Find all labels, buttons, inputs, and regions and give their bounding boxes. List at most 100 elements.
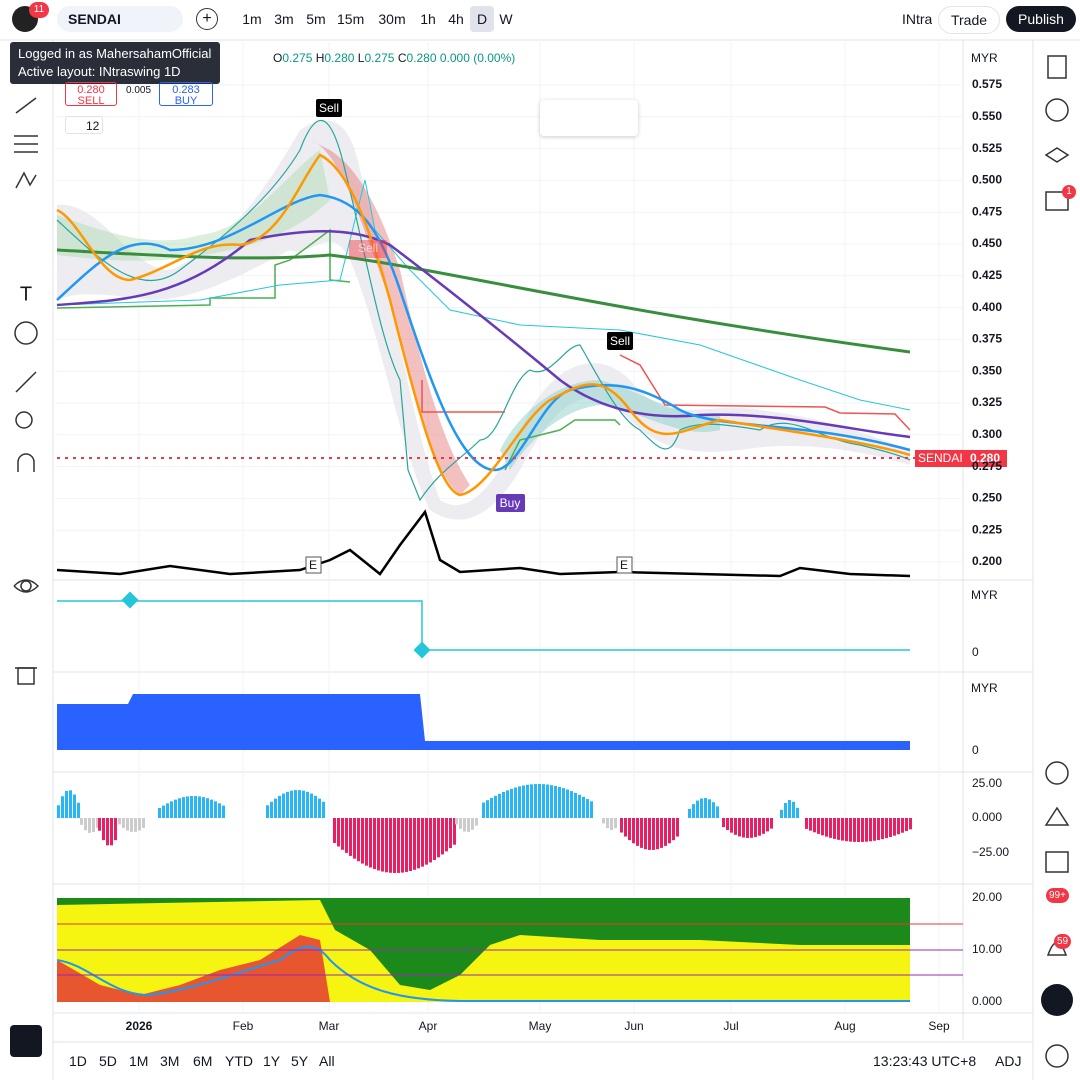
sidebar-icons[interactable] (1036, 40, 1080, 1080)
x-tick-label: Jun (624, 1019, 643, 1033)
histogram-bar (170, 801, 173, 818)
floating-toolbar[interactable] (540, 100, 638, 136)
range-button[interactable]: 1D (69, 1053, 87, 1069)
histogram-bar (425, 818, 428, 865)
histogram-bar (809, 818, 812, 831)
trade-button[interactable]: Trade (938, 6, 1000, 34)
histogram-bar (780, 809, 783, 818)
histogram-bar (337, 818, 340, 847)
histogram-bar (636, 818, 639, 846)
histogram-bar (602, 818, 605, 824)
interval-button[interactable]: 5m (306, 11, 326, 27)
ma-fast (56, 193, 911, 472)
histogram-bar (490, 797, 493, 818)
histogram-bar (656, 818, 659, 850)
histogram-bar (897, 818, 900, 835)
histogram-bar (510, 788, 513, 818)
range-button[interactable]: YTD (225, 1053, 253, 1069)
histogram-bar (475, 818, 478, 826)
histogram-bar (672, 818, 675, 841)
histogram-bar (784, 802, 787, 818)
interval-button[interactable]: 1m (242, 11, 262, 27)
histogram-bar (905, 818, 908, 832)
step-marker (413, 641, 431, 659)
histogram-bar (676, 818, 679, 837)
histogram-bar (186, 796, 189, 818)
interval-button[interactable]: 15m (337, 11, 365, 27)
histogram-bar (578, 794, 581, 818)
drawing-tools[interactable]: T (0, 40, 52, 1080)
histogram-bar (322, 801, 325, 818)
compare-button[interactable]: + (196, 8, 218, 30)
histogram-bar (385, 818, 388, 873)
signal-label: Sell (358, 241, 378, 255)
histogram-bar (758, 818, 761, 836)
histogram-bar (126, 818, 129, 831)
range-button[interactable]: 5D (99, 1053, 117, 1069)
right-sidebar: 1 99+ 59 (1036, 40, 1080, 1080)
buy-button[interactable]: 0.283 BUY (159, 82, 213, 107)
histogram-bar (278, 795, 281, 818)
histogram-bar (829, 818, 832, 838)
sell-button[interactable]: 0.280 SELL (65, 82, 117, 107)
interval-button[interactable]: 1h (420, 11, 436, 27)
range-button[interactable]: All (319, 1053, 335, 1069)
y-tick-label: 0.575 (972, 77, 1002, 91)
value: 0.275 (364, 51, 395, 65)
histogram-bar (298, 790, 301, 818)
histogram-bar (660, 818, 663, 848)
badge: 11 (29, 2, 49, 18)
histogram-bar (80, 818, 83, 825)
histogram-bar (486, 800, 489, 818)
interval-button[interactable]: W (499, 11, 513, 27)
interval-button[interactable]: 4h (448, 11, 464, 27)
layout-name[interactable]: INtra (902, 11, 932, 27)
histogram-bar (770, 818, 773, 829)
y-tick-label: 0.350 (972, 363, 1002, 377)
histogram-bar (463, 818, 466, 832)
interval-button[interactable]: D (470, 6, 494, 32)
text-tool[interactable]: T (20, 283, 32, 305)
y-tick-label: 0.375 (972, 332, 1002, 346)
signal-label: Sell (319, 101, 339, 115)
histogram-bar (734, 818, 737, 835)
histogram-bar (574, 792, 577, 818)
interval-button[interactable]: 30m (378, 11, 406, 27)
y-tick-label: 0.300 (972, 427, 1002, 441)
range-button[interactable]: 1M (129, 1053, 149, 1069)
histogram-bar (433, 818, 436, 860)
y-tick-label: 25.00 (972, 776, 1002, 790)
histogram-bar (570, 791, 573, 818)
histogram-bar (873, 818, 876, 841)
histogram-bar (889, 818, 892, 837)
histogram-bar (333, 818, 336, 843)
indicator-toggle[interactable]: 12 (65, 116, 103, 134)
histogram-bar (98, 818, 101, 831)
interval-button[interactable]: 3m (274, 11, 294, 27)
favorites-button[interactable] (10, 1025, 42, 1057)
histogram-bar (738, 818, 741, 837)
x-tick-label: Feb (233, 1019, 254, 1033)
support-line (504, 419, 621, 471)
histogram-bar (766, 818, 769, 832)
osc-line (56, 945, 910, 1002)
range-button[interactable]: 3M (160, 1053, 180, 1069)
histogram-bar (88, 818, 91, 833)
histogram-bar (754, 818, 757, 838)
range-button[interactable]: 5Y (291, 1053, 309, 1069)
adjust-button[interactable]: ADJ (995, 1053, 1022, 1069)
publish-button[interactable]: Publish (1006, 6, 1076, 32)
histogram-bar (712, 802, 715, 818)
histogram-bar (166, 803, 169, 818)
symbol-search[interactable]: SENDAI (57, 6, 183, 32)
histogram-bar (514, 787, 517, 818)
histogram-bar (742, 818, 745, 838)
range-button[interactable]: 6M (193, 1053, 213, 1069)
histogram-bar (441, 818, 444, 855)
histogram-bar (624, 818, 627, 837)
histogram-bar (365, 818, 368, 866)
histogram-bar (270, 801, 273, 818)
histogram-bar (409, 818, 412, 872)
range-button[interactable]: 1Y (263, 1053, 281, 1069)
